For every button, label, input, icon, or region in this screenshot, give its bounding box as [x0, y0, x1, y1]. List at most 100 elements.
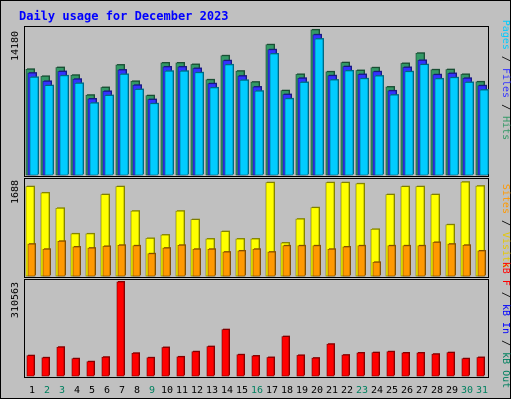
bar-pages-day-13-face: [209, 87, 219, 176]
bar-sites-day-24: [372, 261, 381, 277]
x-label-day-21: 21: [326, 385, 338, 396]
bar-sites-day-4: [72, 245, 81, 277]
bar-kbf-day-23-face: [356, 352, 365, 377]
bar-kbf-day-22-face: [341, 354, 350, 377]
bar-kbf-day-30-face: [461, 358, 470, 377]
bar-sites-day-30-face: [462, 244, 471, 277]
bot-ymax-label: 310563: [10, 282, 21, 318]
bar-sites-day-5: [87, 247, 96, 277]
bar-sites-day-6: [102, 245, 111, 277]
bar-kbf-day-12-face: [191, 351, 200, 377]
x-label-day-27: 27: [416, 385, 428, 396]
bar-pages-day-29-face: [449, 77, 459, 176]
bar-pages-day-27-face: [419, 64, 429, 176]
bar-pages-day-2: [44, 84, 54, 176]
x-label-day-22: 22: [341, 385, 353, 396]
bar-pages-day-8-face: [134, 89, 144, 176]
bar-kbf-day-26: [401, 351, 410, 377]
bar-kbf-day-24: [371, 351, 380, 377]
bar-pages-day-10: [164, 70, 174, 176]
x-label-day-25: 25: [386, 385, 398, 396]
visits-sites-panel: [24, 178, 489, 278]
bar-kbf-day-6: [101, 356, 110, 377]
bar-sites-day-20: [312, 244, 321, 277]
bar-sites-day-19-face: [297, 245, 306, 277]
x-label-day-4: 4: [74, 385, 80, 396]
bar-sites-day-16-face: [252, 248, 261, 277]
legend-pages: Pages: [500, 20, 511, 50]
bar-kbf-day-4: [71, 357, 80, 377]
hits-files-pages-panel: [24, 26, 489, 177]
bar-sites-day-3-face: [57, 241, 66, 277]
bar-kbf-day-6-face: [101, 356, 110, 377]
bar-pages-day-31: [479, 89, 489, 176]
x-label-day-12: 12: [191, 385, 203, 396]
bar-pages-day-29: [449, 76, 459, 176]
bar-kbf-day-16-face: [251, 355, 260, 377]
bar-pages-day-20-face: [314, 38, 324, 176]
bar-pages-day-16: [254, 90, 264, 176]
bar-pages-day-2-face: [44, 85, 54, 176]
bar-kbf-day-15: [236, 353, 245, 377]
bar-sites-day-4-face: [72, 246, 81, 277]
bar-kbf-day-15-face: [236, 354, 245, 377]
bar-sites-day-19: [297, 244, 306, 277]
x-label-day-18: 18: [281, 385, 293, 396]
bar-pages-day-5: [89, 102, 99, 176]
bar-sites-day-13-face: [207, 248, 216, 277]
bot-side-legend: kB F / kB In / kB Out: [500, 262, 511, 388]
bar-sites-day-29-face: [447, 243, 456, 277]
bar-sites-day-6-face: [102, 246, 111, 277]
bar-sites-day-26: [402, 244, 411, 277]
top-side-legend: Pages / Files / Hits: [500, 20, 511, 140]
x-label-day-1: 1: [29, 385, 35, 396]
bar-sites-day-8: [132, 244, 141, 277]
bar-kbf-day-8: [131, 352, 140, 377]
bar-pages-day-1: [29, 76, 39, 176]
legend-sep-5: /: [500, 334, 511, 352]
bar-pages-day-10-face: [164, 70, 174, 176]
x-label-day-17: 17: [266, 385, 278, 396]
bar-kbf-day-14-face: [221, 329, 230, 377]
bar-kbf-day-24-face: [371, 352, 380, 377]
x-label-day-30: 30: [461, 385, 473, 396]
bar-pages-day-7-face: [119, 74, 129, 176]
bar-pages-day-6: [104, 94, 114, 176]
bar-pages-day-23-face: [359, 78, 369, 176]
bar-sites-day-12: [192, 248, 201, 277]
bar-kbf-day-9-face: [146, 357, 155, 377]
bar-pages-day-8: [134, 88, 144, 176]
bar-pages-day-7: [119, 73, 129, 176]
bar-sites-day-7-face: [117, 244, 126, 277]
bar-kbf-day-21-face: [326, 343, 335, 377]
legend-kbf: kB F: [500, 262, 511, 286]
bar-pages-day-11-face: [179, 70, 189, 176]
bar-kbf-day-3-face: [56, 346, 65, 377]
bar-pages-day-31-face: [479, 89, 489, 176]
bar-kbf-day-19: [296, 354, 305, 377]
chart-title: Daily usage for December 2023: [19, 9, 229, 23]
bar-pages-day-20: [314, 38, 324, 176]
bar-kbf-day-23: [356, 351, 365, 377]
x-label-day-23: 23: [356, 385, 368, 396]
legend-sep-4: /: [500, 286, 511, 304]
bar-kbf-day-25-face: [386, 351, 395, 377]
kb-panel: [24, 279, 489, 378]
bar-sites-day-29: [447, 243, 456, 277]
bar-pages-day-28-face: [434, 78, 444, 176]
x-label-day-6: 6: [104, 385, 110, 396]
bar-pages-day-24-face: [374, 75, 384, 176]
x-label-day-7: 7: [119, 385, 125, 396]
bar-pages-day-1-face: [29, 77, 39, 176]
bar-pages-day-17: [269, 52, 279, 176]
bar-sites-day-23: [357, 244, 366, 277]
bar-sites-day-28: [432, 241, 441, 277]
bar-sites-day-14: [222, 251, 231, 277]
bar-sites-day-30: [462, 244, 471, 277]
bar-sites-day-9: [147, 252, 156, 277]
bar-kbf-day-2: [41, 356, 50, 377]
bar-kbf-day-12: [191, 350, 200, 377]
bar-sites-day-15: [237, 249, 246, 277]
bar-sites-day-3: [57, 240, 66, 277]
